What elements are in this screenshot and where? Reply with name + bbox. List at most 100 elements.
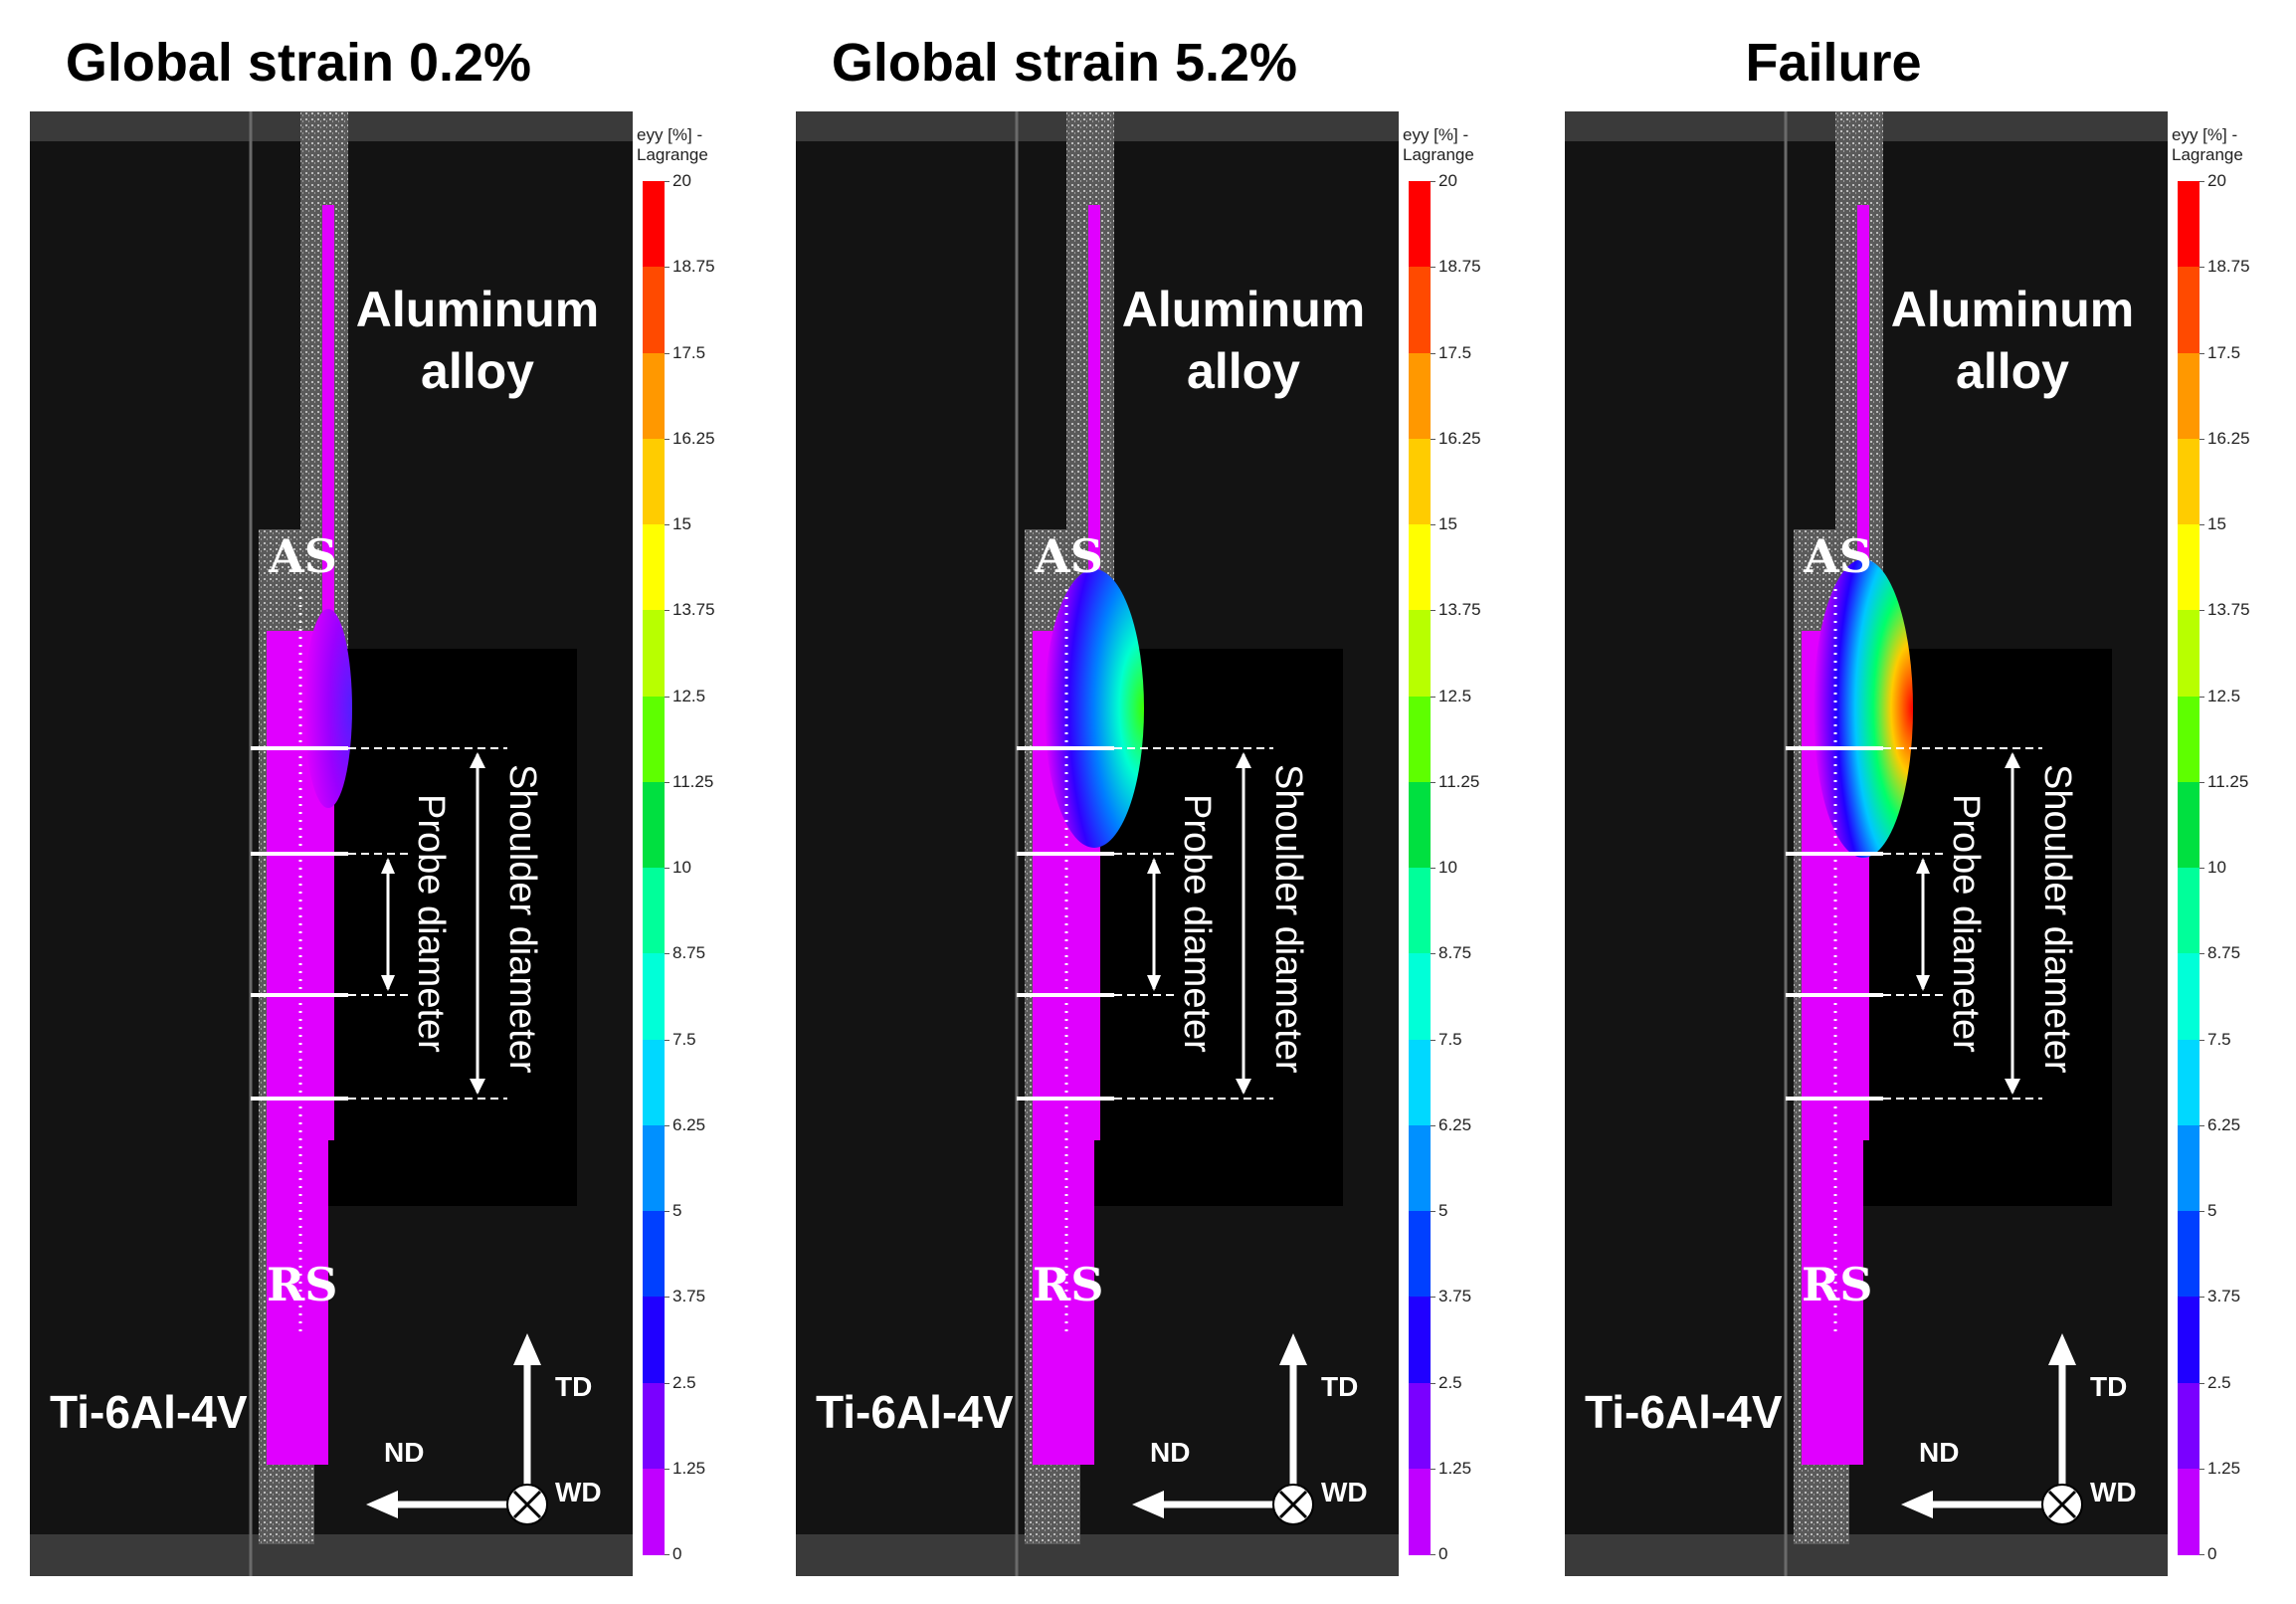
colorbar-tick-mark [2200, 267, 2204, 269]
colorbar-tick-mark [665, 181, 670, 182]
colorbar-segment [643, 868, 665, 954]
probe-diameter-label: Probe diameter [1945, 794, 1987, 1053]
nd-arrow-head [1901, 1491, 1933, 1518]
panel-3: Failure Aluminum alloy Ti-6Al-4V AS RS Shoulde… [1535, 0, 2291, 1604]
shoulder-arrow-tail [2005, 1079, 2020, 1095]
colorbar-tick-label: 11.25 [1438, 771, 1480, 791]
specimen-svg [796, 111, 1399, 1576]
td-label: TD [555, 1371, 593, 1402]
specimen-image: Aluminum alloy Ti-6Al-4V AS RS Shoulder diame… [1565, 111, 2168, 1576]
colorbar-tick-mark [665, 438, 670, 440]
td-label: TD [2090, 1371, 2128, 1402]
colorbar-tick-mark [2200, 524, 2204, 525]
colorbar-tick-mark [2200, 1468, 2204, 1470]
panel-title: Global strain 0.2% [65, 33, 532, 93]
colorbar-tick-label: 20 [1438, 171, 1457, 190]
panel-title: Failure [1745, 33, 1922, 93]
colorbar-segment [1409, 1211, 1431, 1298]
colorbar-tick-label: 2.5 [1438, 1372, 1462, 1392]
colorbar-segment [2178, 610, 2200, 697]
colorbar-tick-mark [2200, 438, 2204, 440]
advancing-side-label: AS [269, 529, 337, 583]
colorbar-segment [2178, 1124, 2200, 1212]
colorbar-segment [643, 696, 665, 783]
nd-arrow-head [1132, 1491, 1164, 1518]
colorbar-tick-label: 6.25 [1438, 1114, 1472, 1134]
colorbar-tick-mark [1431, 1211, 1435, 1212]
colorbar-segment [2178, 953, 2200, 1040]
colorbar-tick-mark [2200, 1297, 2204, 1299]
colorbar-tick-mark [665, 1554, 670, 1555]
colorbar-tick-mark [665, 524, 670, 525]
colorbar-tick-label: 3.75 [672, 1287, 706, 1306]
colorbar-tick-label: 15 [2207, 514, 2226, 533]
nd-label: ND [1150, 1437, 1191, 1468]
wd-label: WD [555, 1477, 602, 1507]
strain-hotspot [304, 609, 352, 808]
colorbar-tick-label: 2.5 [2207, 1372, 2231, 1392]
retreating-side-label: RS [267, 1258, 338, 1311]
colorbar [2178, 181, 2200, 1555]
colorbar-tick-mark [2200, 1124, 2204, 1126]
probe-arrow-tail [1147, 975, 1161, 991]
colorbar-tick-mark [665, 868, 670, 869]
colorbar-tick-label: 10 [2207, 858, 2226, 877]
colorbar-segment [2178, 781, 2200, 869]
titanium-label: Ti-6Al-4V [50, 1386, 248, 1438]
colorbar-segment [1409, 1382, 1431, 1470]
colorbar-tick-mark [1431, 1124, 1435, 1126]
colorbar-tick-mark [1431, 696, 1435, 698]
colorbar-segment [1409, 953, 1431, 1040]
colorbar-title-line1: eyy [%] - [2172, 125, 2238, 144]
shoulder-diameter-label: Shoulder diameter [2036, 764, 2078, 1074]
colorbar-tick-label: 13.75 [1438, 600, 1481, 620]
colorbar-tick-label: 11.25 [2207, 771, 2249, 791]
colorbar-title-line1: eyy [%] - [637, 125, 703, 144]
colorbar-tick-label: 0 [1438, 1544, 1448, 1563]
colorbar-segment [2178, 1382, 2200, 1470]
shoulder-diameter-label: Shoulder diameter [501, 764, 543, 1074]
colorbar-segment [643, 1124, 665, 1212]
colorbar-tick-label: 5 [2207, 1201, 2217, 1220]
wd-label: WD [2090, 1477, 2137, 1507]
strain-hotspot [1814, 559, 1913, 858]
colorbar-tick-label: 17.5 [1438, 342, 1472, 362]
colorbar-tick-mark [665, 696, 670, 698]
colorbar-title-line1: eyy [%] - [1403, 125, 1469, 144]
shoulder-arrow-head [1236, 752, 1251, 768]
colorbar-tick-label: 15 [672, 514, 691, 533]
colorbar-tick-label: 15 [1438, 514, 1457, 533]
colorbar-tick-label: 8.75 [672, 943, 706, 963]
colorbar-segment [1409, 1297, 1431, 1383]
titanium-label: Ti-6Al-4V [816, 1386, 1014, 1438]
colorbar-tick-label: 20 [2207, 171, 2226, 190]
colorbar-segment [643, 1297, 665, 1383]
colorbar-tick-mark [2200, 1382, 2204, 1384]
colorbar-title: eyy [%] - Lagrange [637, 125, 708, 165]
td-arrow-head [2048, 1333, 2076, 1365]
colorbar-tick-label: 18.75 [2207, 257, 2250, 277]
colorbar-segment [643, 438, 665, 525]
colorbar-tick-mark [1431, 1297, 1435, 1299]
colorbar-segment [643, 352, 665, 440]
colorbar-segment [643, 1039, 665, 1126]
colorbar-tick-mark [1431, 352, 1435, 354]
colorbar-tick-mark [2200, 1039, 2204, 1041]
colorbar-segment [1409, 438, 1431, 525]
aluminum-label: Aluminum alloy [1114, 279, 1373, 402]
colorbar-tick-label: 13.75 [2207, 600, 2250, 620]
aluminum-line1: Aluminum [355, 282, 600, 337]
colorbar-tick-mark [665, 1468, 670, 1470]
probe-arrow-tail [381, 975, 395, 991]
colorbar-tick-mark [665, 1382, 670, 1384]
aluminum-line2: alloy [1187, 343, 1300, 399]
colorbar-segment [2178, 352, 2200, 440]
shoulder-arrow-head [2005, 752, 2020, 768]
shoulder-arrow-head [470, 752, 485, 768]
colorbar-segment [643, 953, 665, 1040]
colorbar-tick-mark [2200, 868, 2204, 869]
colorbar-tick-mark [665, 352, 670, 354]
probe-arrow-head [1147, 858, 1161, 874]
probe-arrow-tail [1916, 975, 1930, 991]
colorbar-tick-mark [665, 1124, 670, 1126]
